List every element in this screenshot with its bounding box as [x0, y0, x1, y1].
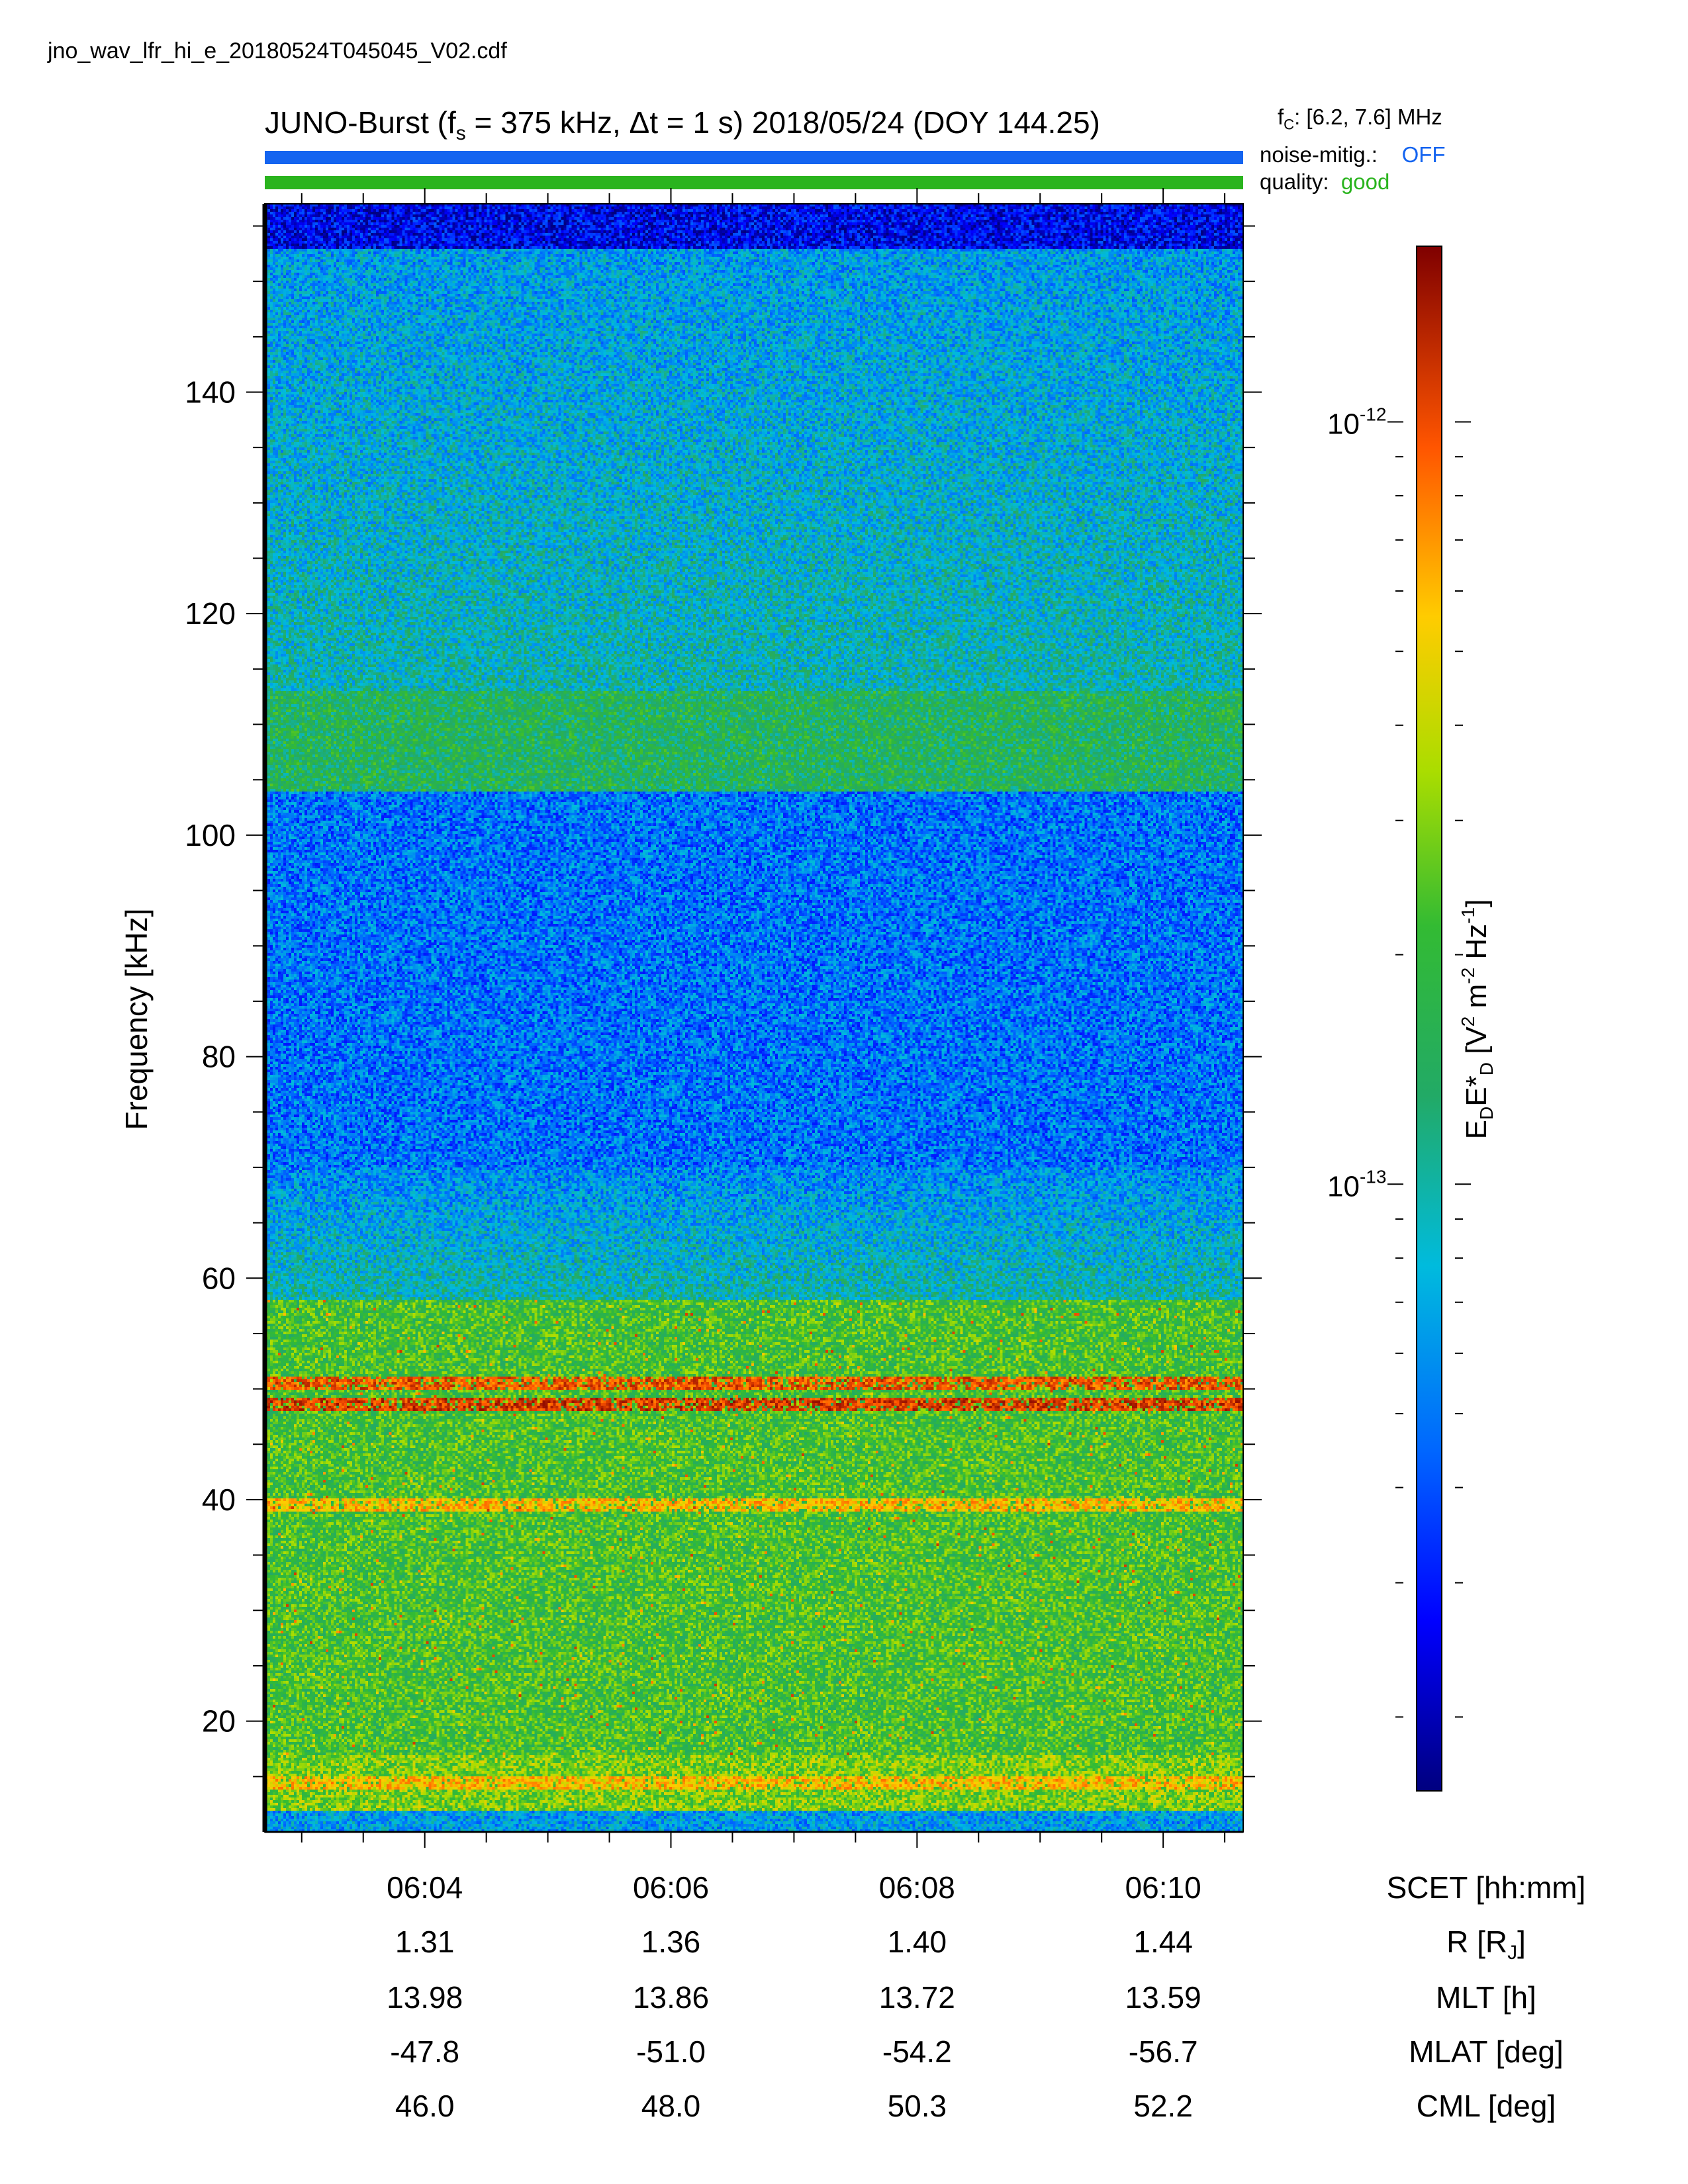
spectrogram-heatmap: [265, 204, 1243, 1832]
y-tick-label: 40: [202, 1482, 236, 1517]
mlt-label: MLT [h]: [1436, 1980, 1536, 2015]
x-tick-label: 06:06: [633, 1870, 709, 1905]
x-tick-label: 06:10: [1125, 1870, 1201, 1905]
y-tick-label: 140: [185, 375, 236, 409]
title-prefix: JUNO-Burst (f: [265, 105, 456, 140]
x-tick-label: 06:04: [387, 1870, 463, 1905]
quality-status: quality: good: [1260, 169, 1389, 195]
ephemeris-labels: SCET [hh:mm] R [RJ] MLT [h] MLAT [deg] C…: [1387, 1870, 1586, 2123]
ephemeris-value: -54.2: [882, 2034, 952, 2069]
y-tick-label: 100: [185, 818, 236, 852]
y-axis-label: Frequency [kHz]: [119, 909, 154, 1130]
y-tick-label: 120: [185, 596, 236, 631]
colorbar-ticks: 10-12 10-13: [1327, 404, 1471, 1718]
noise-mitigation-bar: [265, 151, 1243, 164]
ephemeris-value: 46.0: [395, 2089, 455, 2123]
ephemeris-value: 50.3: [888, 2089, 947, 2123]
x-tick-label: 06:08: [879, 1870, 955, 1905]
ephemeris-value: 48.0: [641, 2089, 701, 2123]
r-label: R [RJ]: [1446, 1925, 1526, 1964]
ephemeris-value: 52.2: [1133, 2089, 1193, 2123]
quality-value: good: [1340, 169, 1390, 194]
fc-label: f: [1278, 105, 1284, 129]
y-tick-label: 80: [202, 1040, 236, 1074]
mlat-label: MLAT [deg]: [1409, 2034, 1564, 2069]
cml-label: CML [deg]: [1417, 2089, 1556, 2123]
file-name: jno_wav_lfr_hi_e_20180524T045045_V02.cdf: [48, 38, 507, 64]
ephemeris-value: 1.36: [641, 1925, 701, 1959]
title-rest: = 375 kHz, Δt = 1 s) 2018/05/24 (DOY 144…: [465, 105, 1100, 140]
fc-range: fC: [6.2, 7.6] MHz: [1278, 105, 1442, 134]
ephemeris-value: 13.59: [1125, 1980, 1201, 2015]
colorbar: [1416, 246, 1442, 1792]
noise-mitigation-status: noise-mitig.: OFF: [1260, 142, 1446, 167]
fc-value: : [6.2, 7.6] MHz: [1294, 105, 1442, 129]
colorbar-tick-label: 10-13: [1327, 1166, 1386, 1203]
title-subscript: s: [455, 122, 466, 145]
y-tick-label: 60: [202, 1261, 236, 1295]
noise-value: OFF: [1401, 142, 1446, 167]
ephemeris-value: 1.40: [888, 1925, 947, 1959]
quality-bar: [265, 176, 1243, 189]
quality-label: quality:: [1260, 169, 1329, 194]
ephemeris-value: 13.86: [633, 1980, 709, 2015]
ephemeris-value: 1.44: [1133, 1925, 1193, 1959]
scet-label: SCET [hh:mm]: [1387, 1870, 1586, 1905]
noise-label: noise-mitig.:: [1260, 142, 1378, 167]
y-axis-ticks: 20 40 60 80 100 120 140: [185, 225, 1262, 1778]
ephemeris-value: -47.8: [390, 2034, 459, 2069]
colorbar-tick-label: 10-12: [1327, 404, 1386, 440]
x-axis-ticks: [301, 188, 1226, 1848]
ephemeris-value: 13.72: [879, 1980, 955, 2015]
ephemeris-value: -51.0: [636, 2034, 706, 2069]
colorbar-label: EDE*D [V2 m-2 Hz-1]: [1458, 899, 1497, 1140]
ephemeris-table: 06:04 06:06 06:08 06:10 1.31 1.36 1.40 1.44 13.9…: [387, 1870, 1201, 2123]
ephemeris-value: 13.98: [387, 1980, 463, 2015]
y-tick-label: 20: [202, 1704, 236, 1739]
fc-subscript: C: [1284, 116, 1295, 133]
ephemeris-value: 1.31: [395, 1925, 455, 1959]
plot-title: JUNO-Burst (fs = 375 kHz, Δt = 1 s) 2018…: [265, 105, 1231, 145]
ephemeris-value: -56.7: [1129, 2034, 1198, 2069]
